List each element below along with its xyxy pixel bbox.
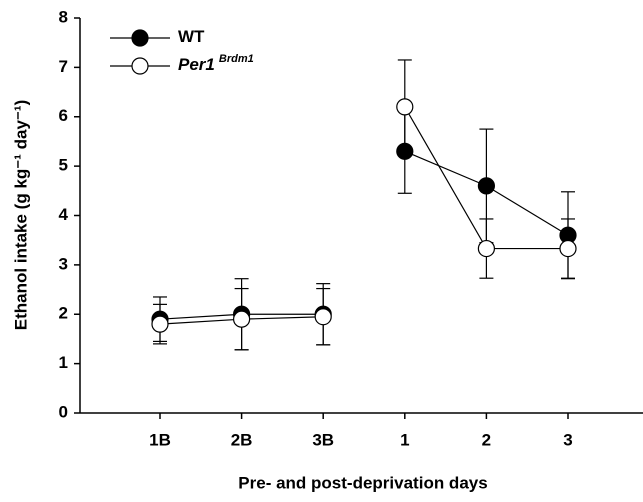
legend-label: Per1 Brdm1 [178,53,254,75]
y-tick-label: 6 [59,106,68,125]
legend-marker [131,29,149,47]
x-tick-label: 2B [231,430,253,449]
y-tick-label: 4 [59,205,69,224]
y-tick-label: 5 [59,156,68,175]
marker [396,98,414,116]
marker [396,142,414,160]
marker [233,310,251,328]
x-axis-title: Pre- and post-deprivation days [238,473,487,492]
marker [559,239,577,258]
legend-superscript: Brdm1 [219,53,254,65]
legend-label: WT [178,27,205,46]
x-tick-label: 3B [312,430,334,449]
x-tick-label: 1 [400,430,409,449]
x-tick-label: 2 [482,430,491,449]
marker [151,315,169,333]
series-line [159,150,569,320]
y-tick-label: 1 [59,353,68,372]
y-tick-label: 3 [59,254,68,273]
marker [477,239,495,258]
y-tick-label: 8 [59,7,68,26]
x-tick-label: 3 [563,430,572,449]
legend-name: WT [178,27,205,46]
y-tick-label: 2 [59,304,68,323]
marker [477,177,495,195]
y-tick-label: 7 [59,57,68,76]
legend-name: Per1 [178,55,215,74]
legend-marker [131,57,149,75]
y-tick-label: 0 [59,402,68,421]
marker [314,308,332,326]
series-line [159,106,568,325]
x-tick-label: 1B [149,430,171,449]
y-axis-title: Ethanol intake (g kg⁻¹ day⁻¹) [11,100,30,330]
